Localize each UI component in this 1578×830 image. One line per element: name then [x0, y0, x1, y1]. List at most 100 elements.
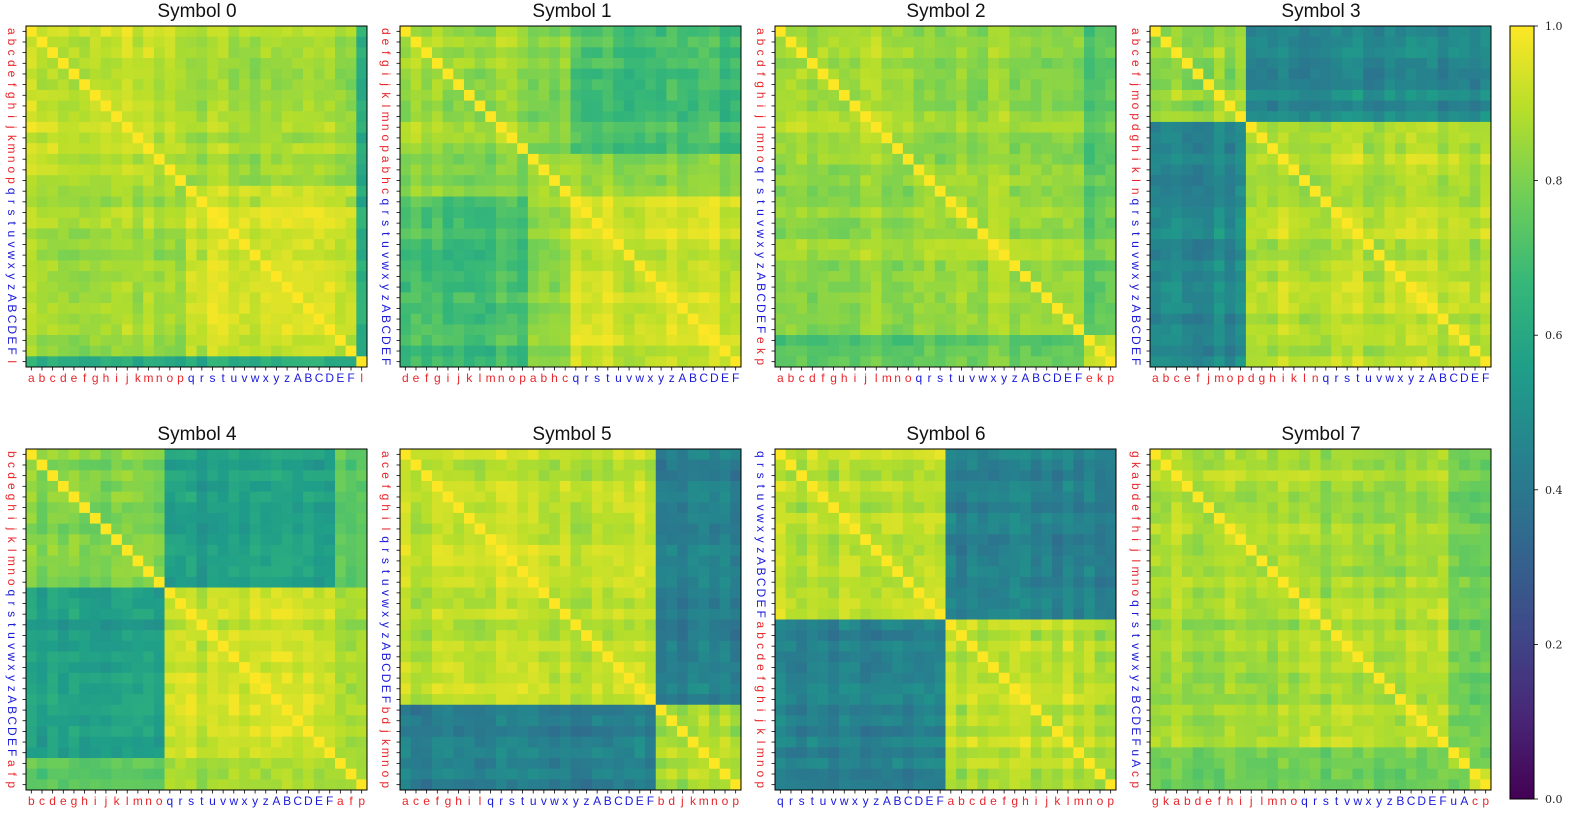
heatmap-cell	[677, 175, 689, 187]
heatmap-cell	[559, 57, 571, 70]
heatmap-cell	[132, 228, 144, 240]
heatmap-cell	[549, 228, 561, 240]
heatmap-cell	[806, 313, 819, 325]
heatmap-cell	[1427, 217, 1439, 229]
heatmap-cell	[934, 356, 946, 368]
heatmap-cell	[924, 143, 936, 155]
heatmap-cell	[613, 335, 625, 347]
heatmap-cell	[1341, 271, 1353, 283]
heatmap-cell	[591, 292, 603, 304]
heatmap-cell	[271, 111, 283, 123]
heatmap-cell	[1469, 313, 1481, 325]
heatmap-cell	[164, 217, 176, 229]
y-tick-label: h	[754, 92, 768, 99]
heatmap-cell	[817, 79, 829, 91]
heatmap-cell	[239, 534, 251, 546]
heatmap-cell	[1224, 153, 1236, 165]
heatmap-cell	[849, 271, 861, 283]
heatmap-cell	[1469, 121, 1481, 133]
heatmap-cell	[860, 68, 872, 80]
heatmap-cell	[559, 89, 571, 101]
x-tick-label: z	[284, 371, 290, 385]
heatmap-cell	[175, 480, 187, 493]
heatmap-cell	[495, 292, 507, 304]
y-tick-label: B	[379, 315, 393, 323]
heatmap-cell	[687, 324, 699, 336]
heatmap-cell	[1171, 345, 1183, 357]
heatmap-cell	[345, 292, 357, 304]
heatmap-cell	[517, 153, 529, 165]
x-tick-label: C	[1042, 371, 1051, 385]
heatmap-cell	[1341, 57, 1353, 70]
heatmap-cell	[143, 345, 155, 357]
heatmap-cell	[870, 249, 882, 261]
heatmap-cell	[1192, 324, 1204, 336]
heatmap-cell	[613, 228, 625, 240]
heatmap-cell	[709, 47, 721, 59]
heatmap-cell	[281, 164, 293, 176]
heatmap-cell	[956, 260, 968, 272]
heatmap-cell	[175, 36, 187, 48]
heatmap-cell	[292, 345, 304, 357]
tick-marks	[22, 30, 363, 371]
heatmap-cell	[249, 480, 261, 493]
heatmap-cell	[292, 512, 304, 524]
heatmap-cell	[1224, 292, 1236, 304]
heatmap-cell	[1171, 292, 1183, 304]
heatmap-cell	[356, 143, 368, 155]
heatmap-cell	[453, 132, 465, 144]
heatmap-cell	[1052, 260, 1064, 272]
heatmap-cell	[57, 143, 70, 155]
heatmap-cell	[570, 239, 582, 251]
heatmap-cell	[591, 228, 603, 240]
heatmap-cell	[1052, 292, 1064, 304]
heatmap-cell	[1416, 164, 1428, 176]
heatmap-cell	[249, 196, 261, 208]
heatmap-cell	[1277, 345, 1289, 357]
heatmap-cell	[100, 303, 112, 315]
heatmap-cell	[817, 132, 829, 144]
heatmap-cell	[838, 100, 850, 112]
x-tick-label: t	[221, 371, 225, 385]
heatmap-cell	[271, 196, 283, 208]
heatmap-cell	[591, 185, 603, 197]
heatmap-cell	[1309, 260, 1321, 272]
heatmap-cell	[410, 303, 422, 315]
heatmap-cell	[527, 100, 539, 112]
heatmap-cell	[1331, 175, 1343, 187]
heatmap-cell	[613, 100, 625, 112]
heatmap-cell	[89, 153, 101, 165]
heatmap-cell	[463, 281, 475, 293]
heatmap-cell	[410, 281, 422, 293]
heatmap-cell	[1373, 175, 1385, 187]
heatmap-cell	[581, 47, 593, 59]
heatmap-cell	[860, 249, 872, 261]
heatmap-cell	[463, 207, 475, 219]
heatmap-cell	[559, 356, 571, 368]
heatmap-cell	[956, 228, 968, 240]
heatmap-cell	[1405, 121, 1417, 133]
heatmap-cell	[1105, 26, 1117, 38]
x-tick-label: C	[699, 371, 708, 385]
heatmap-cell	[775, 281, 787, 293]
heatmap-cell	[870, 185, 882, 197]
heatmap-cell	[207, 534, 219, 546]
heatmap-cell	[1009, 356, 1021, 368]
heatmap-cell	[998, 239, 1010, 251]
heatmap-cell	[1320, 324, 1332, 336]
heatmap-cell	[913, 335, 925, 347]
heatmap-cell	[153, 153, 165, 165]
heatmap-cell	[1073, 292, 1085, 304]
heatmap-cell	[881, 79, 893, 91]
y-tick-label: v	[5, 241, 19, 247]
heatmap-cell	[913, 153, 925, 165]
heatmap-cell	[1256, 217, 1268, 229]
heatmap-cell	[1416, 121, 1428, 133]
heatmap-cell	[977, 100, 989, 112]
heatmap-cell	[143, 449, 155, 461]
heatmap-cell	[1395, 292, 1407, 304]
heatmap-cell	[817, 26, 829, 38]
heatmap-cell	[1341, 324, 1353, 336]
heatmap-cell	[730, 57, 742, 70]
heatmap-cell	[687, 313, 699, 325]
